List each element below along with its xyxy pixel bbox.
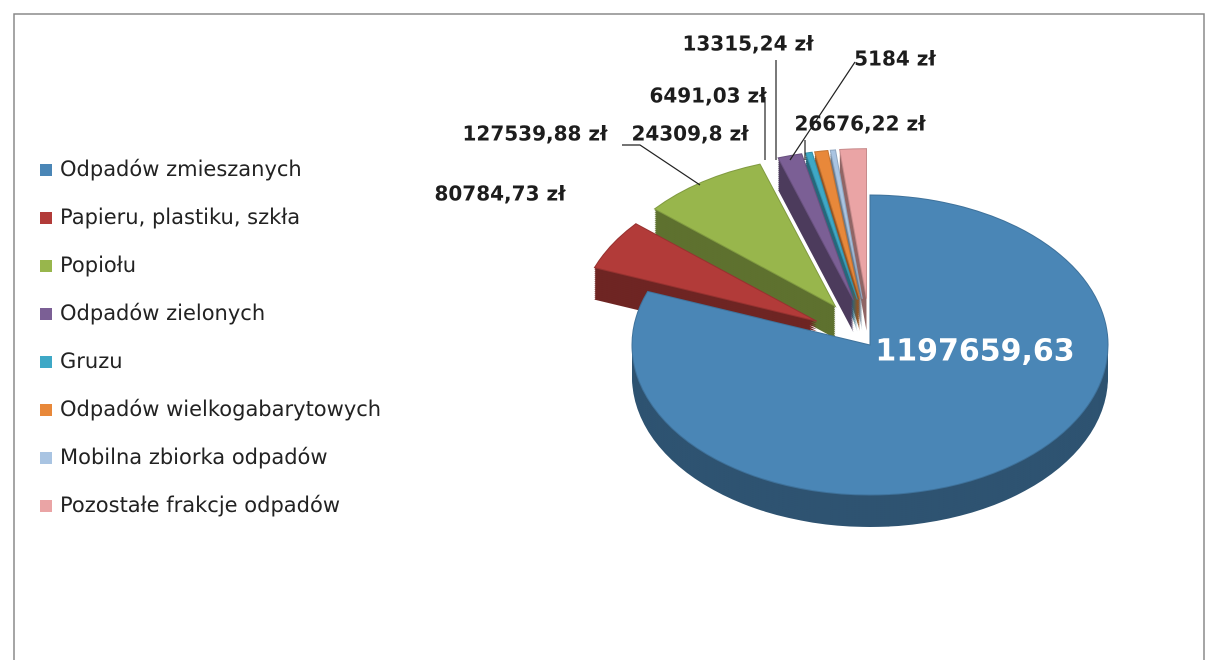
slice-side <box>805 162 858 310</box>
legend-label: Mobilna zbiorka odpadów <box>60 445 328 469</box>
value-label: 6491,03 zł <box>649 84 767 108</box>
slice <box>839 148 867 299</box>
slice-side <box>830 155 863 305</box>
value-label: 5184 zł <box>854 47 936 71</box>
legend-swatch <box>40 500 52 512</box>
legend-swatch <box>40 356 52 368</box>
legend-label: Odpadów wielkogabarytowych <box>60 397 381 421</box>
value-label: 24309,8 zł <box>631 122 749 146</box>
legend-swatch <box>40 260 52 272</box>
chart-frame <box>13 13 1205 660</box>
legend-swatch <box>40 308 52 320</box>
legend-swatch <box>40 452 52 464</box>
slice-side <box>814 154 860 304</box>
value-label: 1197659,63 <box>875 334 1074 369</box>
legend-swatch <box>40 164 52 176</box>
legend-label: Pozostałe frakcje odpadów <box>60 493 340 517</box>
slice-side <box>814 156 860 306</box>
slice-side <box>805 156 858 304</box>
leader-line <box>789 61 856 161</box>
slice <box>813 149 861 300</box>
value-label: 127539,88 zł <box>463 122 609 146</box>
slice-side <box>805 158 858 306</box>
slice-side <box>805 160 858 308</box>
slice-side <box>830 153 863 303</box>
legend-label: Odpadów zmieszanych <box>60 157 302 181</box>
legend-swatch <box>40 212 52 224</box>
value-label: 13315,24 zł <box>682 32 814 56</box>
slice <box>829 149 863 299</box>
slice <box>631 194 1109 496</box>
slice <box>653 163 837 308</box>
slice <box>593 223 817 322</box>
legend-swatch <box>40 404 52 416</box>
legend-label: Popiołu <box>60 253 136 277</box>
leader-line <box>622 144 701 186</box>
value-label: 80784,73 zł <box>434 182 566 206</box>
legend-label: Gruzu <box>60 349 123 373</box>
slice <box>777 153 854 301</box>
legend-label: Odpadów zielonych <box>60 301 265 325</box>
slice-side <box>830 157 863 307</box>
value-label: 26676,22 zł <box>794 112 926 136</box>
slice <box>804 151 858 300</box>
legend-label: Papieru, plastiku, szkła <box>60 205 300 229</box>
